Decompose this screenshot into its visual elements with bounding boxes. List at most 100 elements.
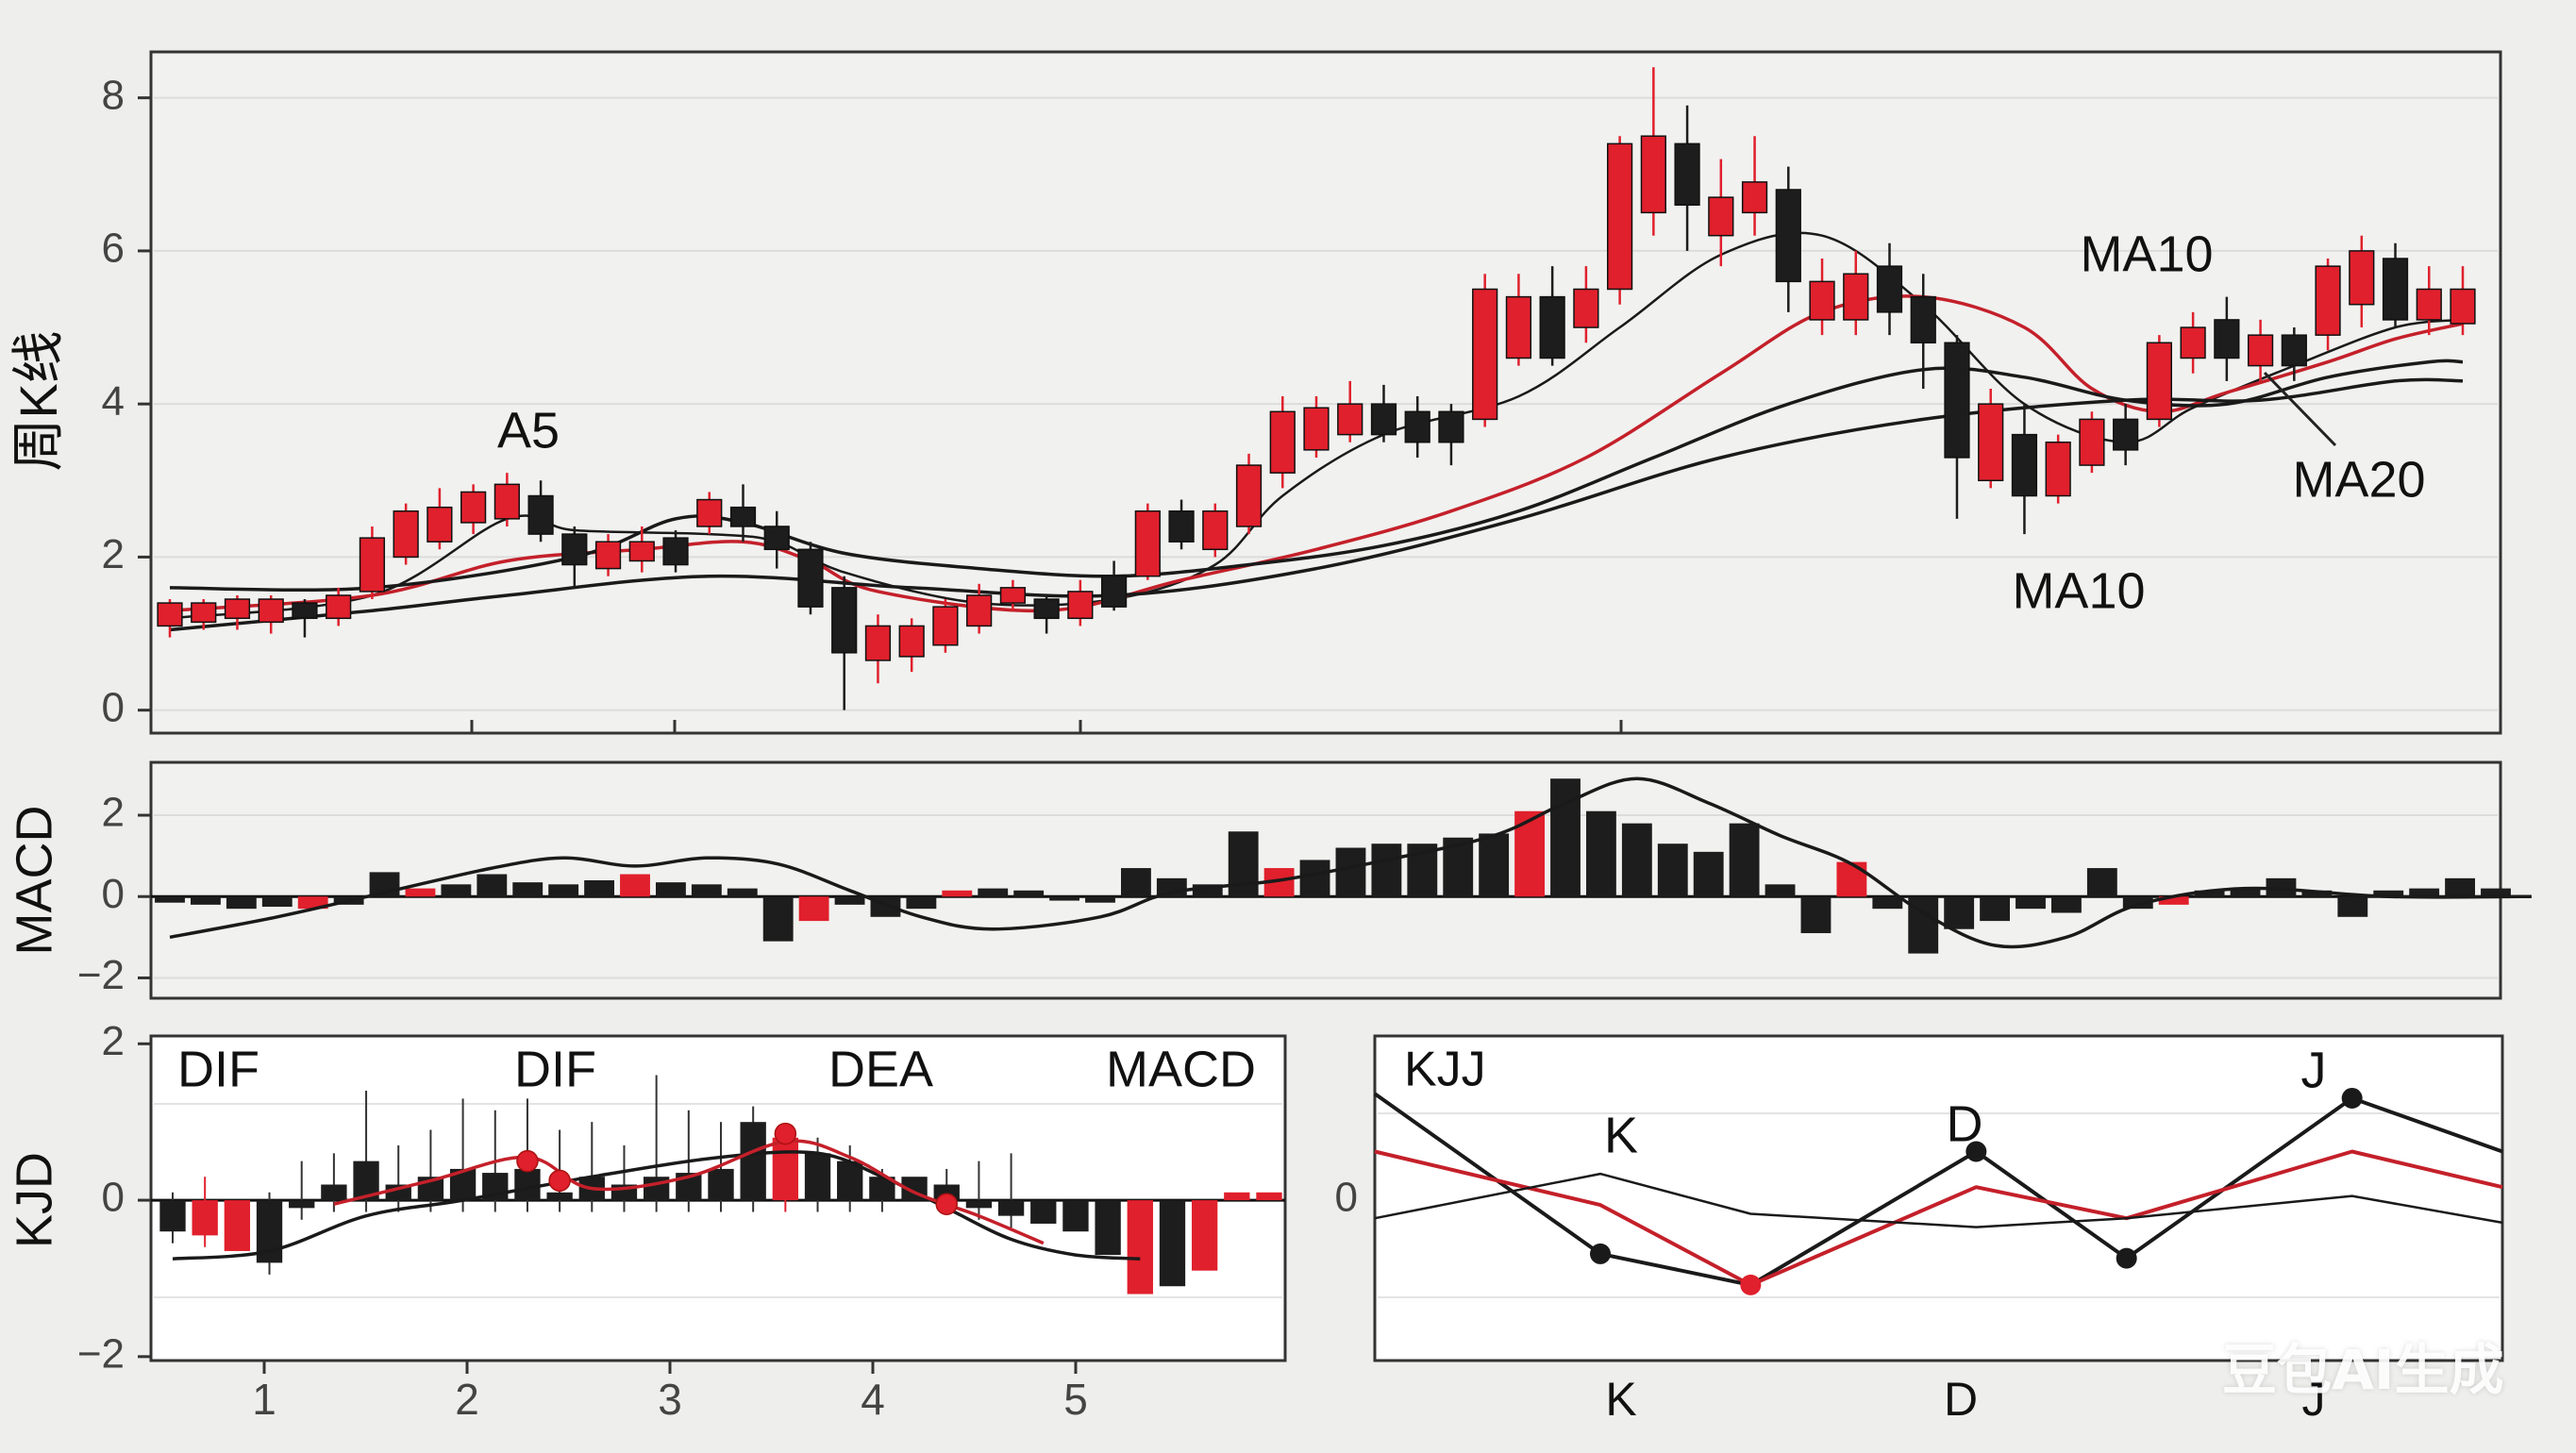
- macd-bar: [1657, 843, 1688, 897]
- kjd-left-x-tick-label: 4: [861, 1375, 885, 1424]
- macd-bar: [655, 882, 686, 897]
- macd-bar: [942, 890, 973, 897]
- kjd-left-bar: [514, 1168, 541, 1201]
- macd-bar: [1800, 896, 1832, 934]
- macd-bar: [477, 874, 508, 897]
- kjd-left-black-line: [172, 1150, 1141, 1261]
- candle-body: [191, 602, 217, 624]
- candle-body: [326, 594, 352, 620]
- macd-bar: [512, 882, 544, 897]
- kjd-left-bar: [965, 1200, 993, 1209]
- candle-body: [2349, 250, 2375, 306]
- candle-body: [932, 606, 959, 646]
- candle-body: [1876, 265, 1903, 313]
- candle-body: [1640, 135, 1666, 214]
- macd-bar: [1085, 896, 1115, 903]
- kjd-right-panel: [1373, 1034, 2504, 1362]
- kjd-left-bar: [837, 1161, 863, 1201]
- kjd-right-marker: [2116, 1247, 2137, 1269]
- candle-body: [527, 494, 554, 535]
- kjd-right-x-tick-label: D: [1944, 1373, 1978, 1426]
- macd-bar: [2301, 890, 2333, 897]
- label-dif-2: DIF: [514, 1041, 596, 1097]
- kjd-left-y-tick-label: 0: [102, 1175, 125, 1221]
- candle-body: [1033, 598, 1060, 620]
- annotation-ma10-lower: MA10: [2012, 562, 2145, 619]
- macd-bar: [1550, 778, 1581, 897]
- kjd-left-bar: [772, 1137, 799, 1201]
- candle-body: [1370, 403, 1397, 436]
- candle-body: [797, 548, 824, 608]
- kjd-left-x-tick-label: 1: [252, 1375, 276, 1424]
- macd-bar: [978, 888, 1009, 897]
- macd-bar: [2481, 888, 2511, 897]
- candle-body: [1404, 410, 1430, 443]
- candle-body: [1134, 509, 1161, 577]
- label-dif-1: DIF: [177, 1041, 259, 1097]
- macd-bar: [2230, 888, 2261, 897]
- macd-bar: [1944, 896, 1975, 929]
- kjd-right-x-tick-label: K: [1605, 1373, 1636, 1426]
- candle-body: [2180, 326, 2206, 359]
- macd-bar: [2373, 890, 2404, 897]
- kjd-left-bar: [1030, 1200, 1057, 1224]
- macd-signal-line: [169, 777, 2532, 949]
- candle-body: [1607, 142, 1633, 291]
- kjd-right-marker: [1965, 1141, 1987, 1162]
- candle-body: [2450, 288, 2476, 325]
- macd-bar: [727, 888, 758, 897]
- macd-bar: [1335, 847, 1366, 897]
- candle-body: [2079, 418, 2105, 466]
- macd-bar: [2445, 877, 2476, 897]
- kjd-right-marker: [1740, 1274, 1762, 1295]
- label-kjj: KJJ: [1404, 1043, 1486, 1097]
- candle-body: [966, 594, 993, 627]
- macd-bar: [1693, 851, 1724, 897]
- macd-bar: [1479, 833, 1510, 897]
- kjd-left-bar: [740, 1122, 766, 1201]
- ma-line-ma10-upper: [169, 377, 2464, 632]
- candle-body: [2113, 418, 2139, 451]
- macd-bar: [2266, 877, 2297, 897]
- candle-body: [292, 602, 318, 620]
- macd-bar: [762, 896, 794, 942]
- macd-bar: [2016, 896, 2046, 910]
- candle-body: [2045, 441, 2071, 497]
- kjd-right-marker: [2341, 1087, 2363, 1109]
- macd-bar: [620, 874, 650, 897]
- candle-body: [763, 526, 790, 551]
- candle-body: [1741, 181, 1768, 214]
- kjd-right-x-tick-label: J: [2302, 1373, 2326, 1426]
- candle-body: [1100, 575, 1128, 608]
- kjd-left-x-tick-label: 2: [455, 1375, 479, 1424]
- candle-body: [2214, 319, 2240, 359]
- candle-body: [2315, 265, 2341, 336]
- kjd-ylabel: KJD: [6, 1152, 62, 1248]
- annotation-a5: A5: [497, 402, 560, 459]
- macd-ylabel: MACD: [6, 806, 62, 956]
- kjd-left-bar: [804, 1153, 831, 1201]
- kjd-left-bar: [997, 1200, 1025, 1216]
- annotation-ma10-upper: MA10: [2080, 225, 2213, 282]
- macd-bar: [226, 896, 257, 910]
- candle-body: [1910, 295, 1936, 344]
- candle-body: [1337, 403, 1363, 436]
- candle-body: [729, 506, 757, 527]
- kjd-left-marker: [774, 1122, 797, 1145]
- kjd-left-bar: [1159, 1200, 1186, 1287]
- candle-body: [1539, 295, 1565, 359]
- macd-bar: [548, 884, 579, 897]
- macd-bar: [2086, 868, 2117, 897]
- kline-y-tick-label: 0: [102, 684, 125, 730]
- kjd-left-bar: [321, 1184, 347, 1201]
- kjd-left-x-tick-label: 5: [1063, 1375, 1088, 1424]
- candle-body: [2146, 342, 2172, 421]
- candle-body: [2382, 258, 2409, 321]
- candle-body: [2247, 334, 2274, 367]
- candle-body: [393, 509, 419, 559]
- macd-bar: [1621, 823, 1652, 897]
- candle-body: [594, 541, 622, 570]
- kjd-left-marker: [935, 1193, 958, 1215]
- candle-body: [1573, 288, 1599, 328]
